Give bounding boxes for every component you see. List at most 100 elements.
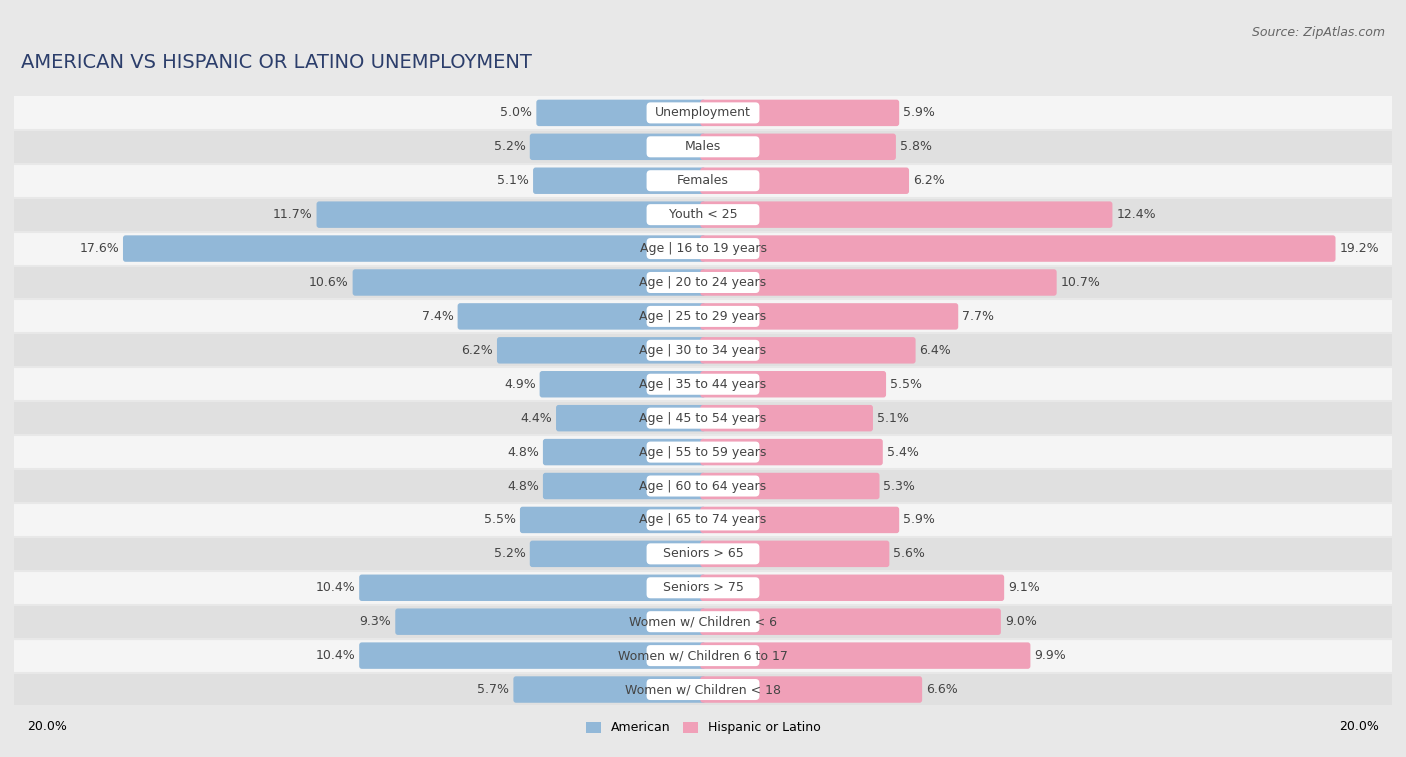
FancyBboxPatch shape	[0, 367, 1406, 401]
FancyBboxPatch shape	[700, 473, 880, 499]
FancyBboxPatch shape	[0, 639, 1406, 672]
Text: 7.7%: 7.7%	[962, 310, 994, 323]
FancyBboxPatch shape	[0, 672, 1406, 706]
Text: 5.1%: 5.1%	[498, 174, 529, 187]
FancyBboxPatch shape	[700, 304, 959, 329]
FancyBboxPatch shape	[513, 676, 706, 702]
Text: 9.3%: 9.3%	[360, 615, 391, 628]
Text: 6.2%: 6.2%	[912, 174, 945, 187]
FancyBboxPatch shape	[0, 130, 1406, 164]
Text: 6.2%: 6.2%	[461, 344, 494, 357]
Text: 6.6%: 6.6%	[927, 683, 957, 696]
FancyBboxPatch shape	[530, 133, 706, 160]
FancyBboxPatch shape	[700, 439, 883, 466]
FancyBboxPatch shape	[530, 540, 706, 567]
Text: Age | 20 to 24 years: Age | 20 to 24 years	[640, 276, 766, 289]
FancyBboxPatch shape	[700, 269, 1057, 296]
FancyBboxPatch shape	[0, 571, 1406, 605]
Text: 7.4%: 7.4%	[422, 310, 454, 323]
FancyBboxPatch shape	[647, 306, 759, 327]
Text: Age | 25 to 29 years: Age | 25 to 29 years	[640, 310, 766, 323]
FancyBboxPatch shape	[647, 102, 759, 123]
FancyBboxPatch shape	[647, 578, 759, 598]
Text: 5.2%: 5.2%	[494, 547, 526, 560]
Text: 4.9%: 4.9%	[503, 378, 536, 391]
Text: 19.2%: 19.2%	[1340, 242, 1379, 255]
FancyBboxPatch shape	[647, 611, 759, 632]
Text: 4.4%: 4.4%	[520, 412, 553, 425]
FancyBboxPatch shape	[647, 374, 759, 394]
Text: Seniors > 65: Seniors > 65	[662, 547, 744, 560]
Text: 10.4%: 10.4%	[315, 581, 356, 594]
FancyBboxPatch shape	[543, 473, 706, 499]
Text: 5.6%: 5.6%	[893, 547, 925, 560]
Text: 5.5%: 5.5%	[890, 378, 922, 391]
FancyBboxPatch shape	[647, 441, 759, 463]
FancyBboxPatch shape	[700, 133, 896, 160]
Text: Age | 16 to 19 years: Age | 16 to 19 years	[640, 242, 766, 255]
FancyBboxPatch shape	[395, 609, 706, 635]
Text: Age | 55 to 59 years: Age | 55 to 59 years	[640, 446, 766, 459]
Text: Age | 45 to 54 years: Age | 45 to 54 years	[640, 412, 766, 425]
Text: 17.6%: 17.6%	[79, 242, 120, 255]
FancyBboxPatch shape	[700, 201, 1112, 228]
FancyBboxPatch shape	[700, 540, 890, 567]
FancyBboxPatch shape	[700, 575, 1004, 601]
FancyBboxPatch shape	[0, 232, 1406, 266]
FancyBboxPatch shape	[700, 100, 900, 126]
FancyBboxPatch shape	[0, 164, 1406, 198]
Text: Males: Males	[685, 140, 721, 154]
FancyBboxPatch shape	[647, 509, 759, 531]
Text: 5.0%: 5.0%	[501, 107, 533, 120]
Text: Women w/ Children < 6: Women w/ Children < 6	[628, 615, 778, 628]
Text: Females: Females	[678, 174, 728, 187]
FancyBboxPatch shape	[0, 333, 1406, 367]
FancyBboxPatch shape	[353, 269, 706, 296]
FancyBboxPatch shape	[540, 371, 706, 397]
Text: 10.6%: 10.6%	[309, 276, 349, 289]
FancyBboxPatch shape	[0, 605, 1406, 639]
FancyBboxPatch shape	[0, 401, 1406, 435]
Text: 9.9%: 9.9%	[1035, 649, 1066, 662]
Text: Age | 65 to 74 years: Age | 65 to 74 years	[640, 513, 766, 526]
Text: 5.8%: 5.8%	[900, 140, 932, 154]
FancyBboxPatch shape	[647, 340, 759, 361]
FancyBboxPatch shape	[700, 337, 915, 363]
FancyBboxPatch shape	[536, 100, 706, 126]
Text: 5.5%: 5.5%	[484, 513, 516, 526]
Text: 5.1%: 5.1%	[877, 412, 908, 425]
FancyBboxPatch shape	[647, 170, 759, 192]
FancyBboxPatch shape	[0, 435, 1406, 469]
Text: 4.8%: 4.8%	[508, 446, 538, 459]
FancyBboxPatch shape	[700, 609, 1001, 635]
FancyBboxPatch shape	[0, 198, 1406, 232]
FancyBboxPatch shape	[496, 337, 706, 363]
Text: 4.8%: 4.8%	[508, 479, 538, 493]
Text: Age | 30 to 34 years: Age | 30 to 34 years	[640, 344, 766, 357]
Text: Age | 60 to 64 years: Age | 60 to 64 years	[640, 479, 766, 493]
Text: AMERICAN VS HISPANIC OR LATINO UNEMPLOYMENT: AMERICAN VS HISPANIC OR LATINO UNEMPLOYM…	[21, 53, 531, 72]
FancyBboxPatch shape	[647, 238, 759, 259]
FancyBboxPatch shape	[647, 136, 759, 157]
FancyBboxPatch shape	[647, 475, 759, 497]
Text: 5.4%: 5.4%	[887, 446, 918, 459]
FancyBboxPatch shape	[700, 643, 1031, 669]
FancyBboxPatch shape	[555, 405, 706, 431]
FancyBboxPatch shape	[316, 201, 706, 228]
Text: 6.4%: 6.4%	[920, 344, 952, 357]
Text: 5.2%: 5.2%	[494, 140, 526, 154]
Text: 5.9%: 5.9%	[903, 107, 935, 120]
Text: 9.0%: 9.0%	[1005, 615, 1036, 628]
Text: 5.7%: 5.7%	[478, 683, 509, 696]
FancyBboxPatch shape	[0, 537, 1406, 571]
Text: 11.7%: 11.7%	[273, 208, 312, 221]
FancyBboxPatch shape	[0, 469, 1406, 503]
FancyBboxPatch shape	[647, 272, 759, 293]
Text: 12.4%: 12.4%	[1116, 208, 1156, 221]
Text: Women w/ Children 6 to 17: Women w/ Children 6 to 17	[619, 649, 787, 662]
FancyBboxPatch shape	[700, 405, 873, 431]
FancyBboxPatch shape	[700, 167, 910, 194]
FancyBboxPatch shape	[359, 643, 706, 669]
FancyBboxPatch shape	[122, 235, 706, 262]
FancyBboxPatch shape	[647, 679, 759, 700]
